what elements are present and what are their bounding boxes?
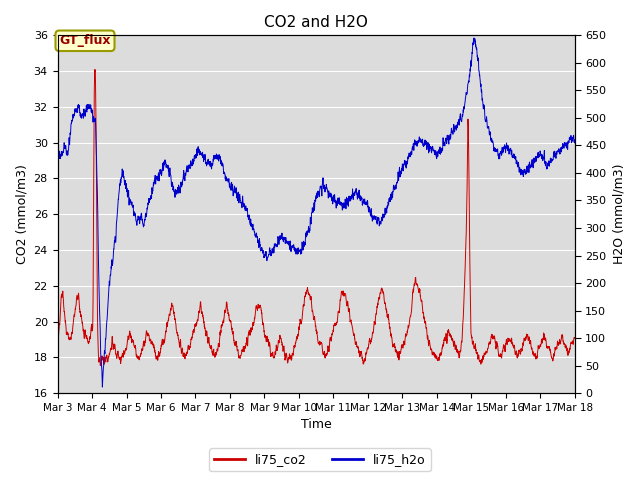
Y-axis label: CO2 (mmol/m3): CO2 (mmol/m3): [15, 164, 28, 264]
li75_h2o: [143, 206, 151, 212]
li75_co2: [97, 363, 104, 369]
X-axis label: Time: Time: [301, 419, 332, 432]
li75_h2o: [275, 237, 282, 243]
li75_co2: [561, 344, 569, 350]
Text: GT_flux: GT_flux: [60, 34, 111, 47]
Legend: li75_co2, li75_h2o: li75_co2, li75_h2o: [209, 448, 431, 471]
li75_co2: [144, 331, 152, 336]
li75_co2: [113, 356, 121, 361]
Y-axis label: H2O (mmol/m3): H2O (mmol/m3): [612, 164, 625, 264]
li75_h2o: [506, 149, 513, 155]
li75_co2: [252, 303, 260, 309]
li75_h2o: [470, 35, 477, 41]
li75_h2o: [561, 142, 569, 147]
li75_co2: [275, 338, 282, 344]
Line: li75_co2: li75_co2: [58, 70, 575, 366]
li75_co2: [571, 335, 579, 341]
li75_h2o: [99, 384, 106, 390]
li75_h2o: [113, 218, 120, 224]
li75_h2o: [54, 144, 61, 150]
li75_h2o: [571, 140, 579, 146]
Title: CO2 and H2O: CO2 and H2O: [264, 15, 368, 30]
li75_co2: [506, 336, 513, 342]
li75_h2o: [252, 233, 260, 239]
Line: li75_h2o: li75_h2o: [58, 38, 575, 387]
li75_co2: [54, 339, 61, 345]
li75_co2: [91, 67, 99, 72]
